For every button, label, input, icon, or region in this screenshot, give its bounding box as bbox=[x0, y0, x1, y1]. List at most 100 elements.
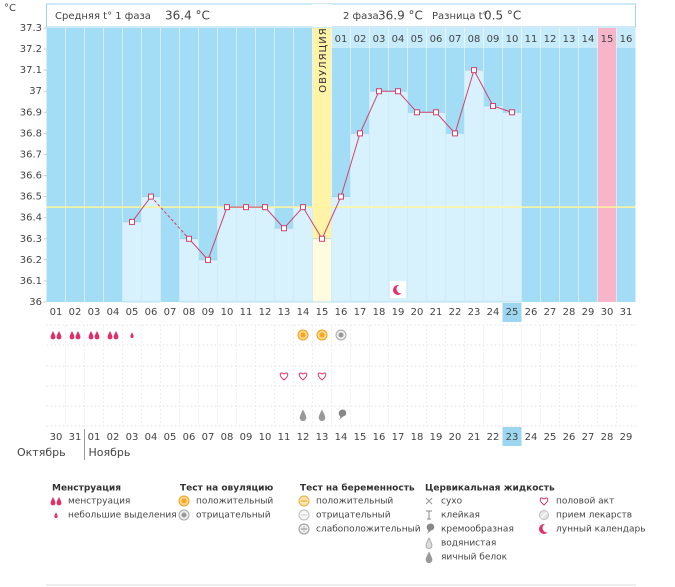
temp-bar bbox=[236, 206, 256, 303]
cycle-day: 15 bbox=[316, 307, 329, 318]
icon-heavy bbox=[107, 331, 119, 340]
date-label: 16 bbox=[373, 432, 386, 443]
temp-bar bbox=[293, 206, 313, 303]
date-label: 09 bbox=[240, 432, 253, 443]
temp-bar bbox=[122, 221, 142, 303]
date-label: 10 bbox=[259, 432, 272, 443]
cycle-day: 31 bbox=[620, 307, 633, 318]
y-tick-label: 37.3 bbox=[20, 23, 42, 34]
legend-label: половой акт bbox=[556, 497, 614, 507]
icon-moon bbox=[393, 284, 406, 295]
icon-part bbox=[426, 523, 435, 534]
temp-line bbox=[188, 68, 513, 261]
y-tick-label: 36.6 bbox=[20, 171, 42, 182]
cycle-day: 05 bbox=[126, 307, 139, 318]
temp-point bbox=[338, 193, 344, 200]
icon-creamy bbox=[338, 409, 347, 420]
cycle-day: 24 bbox=[487, 307, 500, 318]
cycle-day: 25 bbox=[506, 307, 519, 318]
cycle-day: 16 bbox=[335, 307, 348, 318]
temp-point bbox=[224, 204, 230, 211]
date-label: 08 bbox=[221, 432, 234, 443]
cycle-day: 10 bbox=[221, 307, 234, 318]
icon-part bbox=[88, 331, 94, 340]
temp-point bbox=[433, 109, 439, 116]
icon-part bbox=[50, 331, 56, 340]
icon-part bbox=[54, 512, 58, 519]
icon-light bbox=[54, 512, 58, 519]
icon-part bbox=[75, 331, 81, 340]
icon-ovu-pos bbox=[316, 329, 328, 341]
legend-label: яичный белок bbox=[441, 553, 508, 563]
icon-preg-neg bbox=[298, 509, 310, 521]
icon-part bbox=[426, 510, 432, 520]
cycle-day: 27 bbox=[544, 307, 557, 318]
temp-bar bbox=[198, 259, 218, 303]
icon-part bbox=[319, 332, 325, 338]
y-tick-label: 36.2 bbox=[20, 255, 42, 266]
luteal-day: 07 bbox=[449, 34, 462, 45]
icon-part bbox=[130, 332, 134, 339]
legend-label: менструация bbox=[68, 497, 130, 507]
date-label: 14 bbox=[335, 432, 348, 443]
icon-heavy bbox=[69, 331, 81, 340]
temp-bar bbox=[388, 90, 408, 303]
temp-point bbox=[509, 109, 515, 116]
icon-part bbox=[56, 497, 62, 506]
y-tick-label: 36.5 bbox=[20, 192, 42, 203]
temp-point bbox=[243, 204, 249, 211]
luteal-day: 16 bbox=[620, 34, 633, 45]
icon-preg-weak bbox=[298, 523, 310, 535]
temp-bar bbox=[483, 105, 503, 303]
y-tick-label: 37.2 bbox=[20, 44, 42, 55]
y-tick-label: 37 bbox=[29, 86, 42, 97]
temp-point bbox=[452, 130, 458, 137]
temp-bar bbox=[274, 227, 294, 303]
date-label: 25 bbox=[544, 432, 557, 443]
date-label: 05 bbox=[164, 432, 177, 443]
luteal-day: 02 bbox=[354, 34, 367, 45]
legend-label: отрицательный bbox=[196, 511, 271, 521]
phase2-value: 36.9 °C bbox=[378, 9, 423, 23]
temp-point bbox=[281, 225, 287, 232]
cycle-day: 13 bbox=[278, 307, 291, 318]
y-tick-label: 36 bbox=[29, 297, 42, 308]
temp-point bbox=[319, 235, 325, 242]
cycle-day: 09 bbox=[202, 307, 215, 318]
icon-ovu-pos bbox=[297, 329, 309, 341]
temp-point bbox=[186, 235, 192, 242]
marked-day-column bbox=[597, 28, 617, 302]
legend-title: Тест на беременность bbox=[300, 483, 415, 494]
luteal-day: 15 bbox=[601, 34, 614, 45]
date-label: 20 bbox=[449, 432, 462, 443]
date-label: 06 bbox=[183, 432, 196, 443]
icon-eggwhite bbox=[299, 409, 307, 422]
cycle-day: 22 bbox=[449, 307, 462, 318]
icon-part bbox=[542, 523, 552, 533]
icon-part bbox=[181, 498, 187, 504]
temp-bar bbox=[464, 69, 484, 303]
cycle-day: 21 bbox=[430, 307, 443, 318]
cycle-day: 19 bbox=[392, 307, 405, 318]
temp-bar bbox=[217, 206, 237, 303]
y-tick-label: 36.7 bbox=[20, 149, 42, 160]
cycle-day: 17 bbox=[354, 307, 367, 318]
date-label: 28 bbox=[601, 432, 614, 443]
temp-bar bbox=[255, 206, 275, 303]
cycle-day: 23 bbox=[468, 307, 481, 318]
legend-label: положительный bbox=[316, 497, 393, 507]
icon-ovu-pos bbox=[178, 495, 190, 507]
icon-part bbox=[181, 512, 187, 518]
temp-point bbox=[376, 88, 382, 95]
temp-line bbox=[131, 196, 152, 223]
cycle-day: 08 bbox=[183, 307, 196, 318]
date-label: 07 bbox=[202, 432, 215, 443]
date-label: 04 bbox=[145, 432, 158, 443]
luteal-day: 06 bbox=[430, 34, 443, 45]
diff-value: 0.5 °C bbox=[484, 9, 521, 23]
month-label: Октябрь bbox=[17, 446, 66, 459]
icon-part bbox=[113, 331, 119, 340]
icon-eggwhite bbox=[318, 409, 326, 422]
luteal-day: 14 bbox=[582, 34, 595, 45]
luteal-day: 01 bbox=[335, 34, 348, 45]
